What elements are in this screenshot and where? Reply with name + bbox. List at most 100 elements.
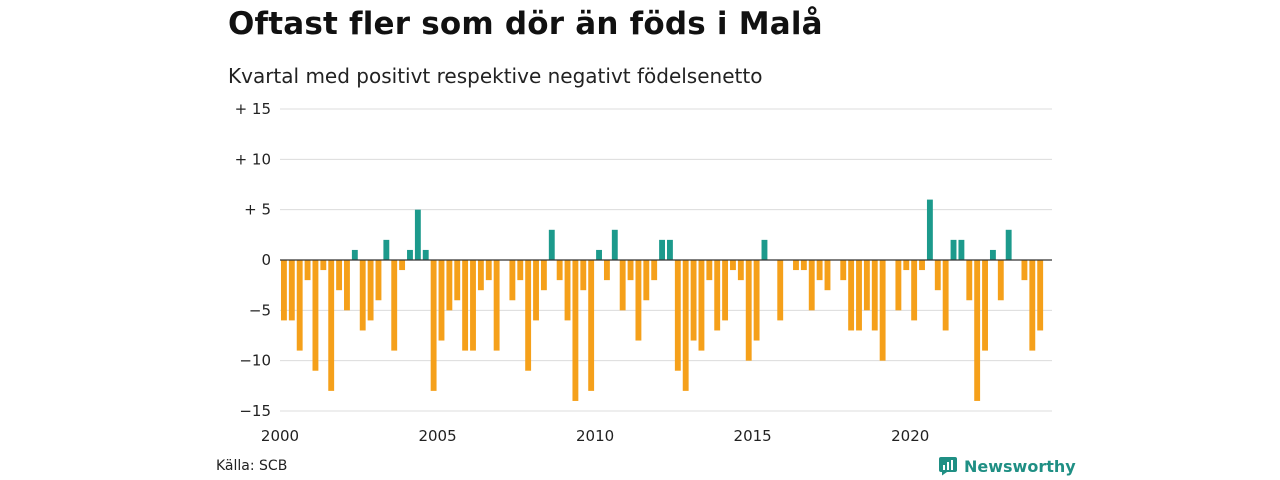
bar (407, 249, 413, 260)
bar (911, 260, 918, 321)
bar (903, 260, 910, 271)
bar (1029, 260, 1036, 351)
bar (722, 260, 729, 321)
bar (596, 249, 602, 260)
bar (840, 260, 847, 281)
bar (509, 260, 516, 301)
y-tick-label: + 15 (235, 100, 271, 118)
bar (682, 260, 689, 391)
bar (879, 260, 886, 361)
bar (627, 260, 634, 281)
bar (950, 239, 957, 260)
bar (470, 260, 476, 351)
bar (793, 260, 799, 271)
bar (895, 260, 902, 311)
source-note: Källa: SCB (216, 458, 288, 474)
bar (564, 260, 571, 321)
bar (375, 260, 382, 301)
bar (737, 260, 744, 281)
bar (603, 260, 610, 281)
bar (344, 260, 350, 311)
bar (1005, 229, 1012, 260)
bar (320, 260, 327, 271)
bar (296, 260, 303, 351)
bar (848, 260, 855, 331)
bar (540, 260, 547, 291)
chart-subtitle: Kvartal med positivt respektive negativt… (228, 64, 763, 88)
bar (667, 239, 673, 260)
bar (304, 260, 311, 281)
bar (674, 260, 681, 371)
bar (974, 260, 981, 401)
bar (556, 260, 563, 281)
bar (919, 260, 925, 271)
bar (1037, 260, 1044, 331)
newsworthy-icon (939, 457, 957, 476)
bar (934, 260, 941, 291)
bar (454, 260, 461, 301)
bar (359, 260, 366, 331)
x-tick-label: 2020 (891, 427, 929, 445)
bar (800, 260, 807, 271)
bar (422, 249, 429, 260)
bar (438, 260, 445, 341)
bar (517, 260, 524, 281)
bar (399, 260, 406, 271)
bar (580, 260, 587, 291)
bar (926, 199, 933, 260)
bar (1021, 260, 1028, 281)
bar (745, 260, 752, 361)
y-tick-label: −5 (249, 301, 271, 319)
y-tick-label: + 5 (244, 201, 271, 219)
bar (730, 260, 736, 271)
bar (753, 260, 760, 341)
bar (572, 260, 579, 401)
bar (525, 260, 532, 371)
bar (548, 229, 555, 260)
bar (446, 260, 453, 311)
x-tick-label: 2015 (734, 427, 772, 445)
bar (958, 239, 965, 260)
bar (485, 260, 492, 281)
bar (714, 260, 721, 331)
bar (808, 260, 815, 311)
bar (611, 229, 618, 260)
bar (477, 260, 484, 291)
bar (706, 260, 713, 281)
bar (281, 260, 287, 321)
y-tick-label: −15 (239, 402, 271, 420)
bar (643, 260, 650, 301)
bar (312, 260, 319, 371)
brand-logo[interactable]: Newsworthy (938, 456, 1076, 476)
bar (493, 260, 500, 351)
bar (414, 209, 421, 260)
bar (989, 249, 996, 260)
bar (391, 260, 398, 351)
bar (533, 260, 539, 321)
bar (619, 260, 626, 311)
bar (588, 260, 595, 391)
y-tick-label: + 10 (235, 150, 271, 168)
bar (367, 260, 374, 321)
brand-name: Newsworthy (964, 456, 1076, 476)
bar-chart: + 15 + 10 + 5 0 −5 −10 −15 2000 2005 2010 2015 2020 (235, 100, 1052, 445)
bar (856, 260, 862, 331)
bar (288, 260, 295, 321)
bar (690, 260, 697, 341)
bar (383, 239, 390, 260)
bar (824, 260, 831, 291)
bar (635, 260, 642, 341)
bar (336, 260, 343, 291)
bar (651, 260, 658, 281)
x-tick-label: 2010 (576, 427, 614, 445)
bar (942, 260, 949, 331)
bar (966, 260, 973, 301)
bar (997, 260, 1004, 301)
bar (328, 260, 335, 391)
bar (777, 260, 784, 321)
bar (816, 260, 823, 281)
bar (698, 260, 705, 351)
bar (982, 260, 988, 351)
y-tick-label: 0 (261, 251, 271, 269)
chart-title: Oftast fler som dör än föds i Malå (228, 6, 823, 42)
